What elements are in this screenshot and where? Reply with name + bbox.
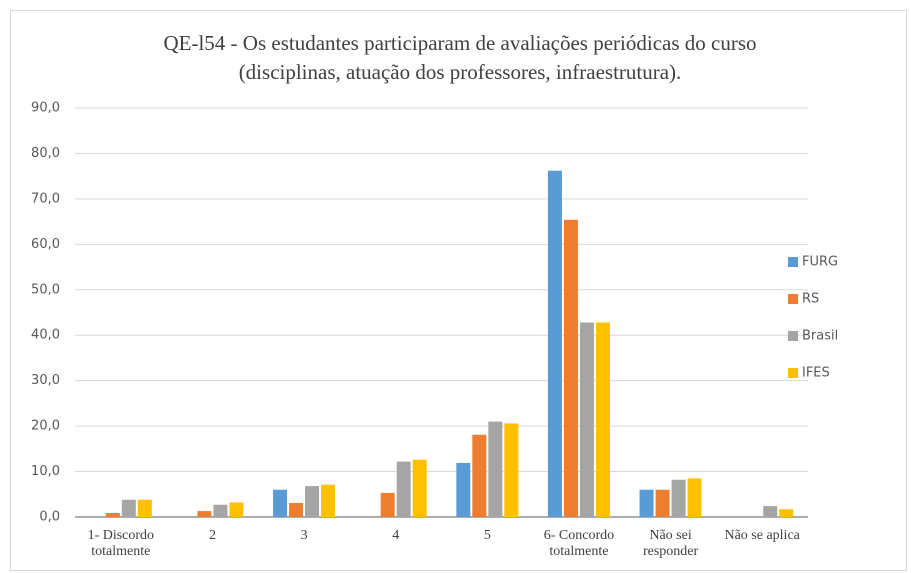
x-tick-label: Não sei responder bbox=[642, 528, 699, 559]
bar bbox=[547, 170, 562, 518]
bar bbox=[380, 492, 395, 517]
bar bbox=[412, 459, 427, 517]
legend-swatch bbox=[788, 368, 798, 378]
legend-label: IFES bbox=[802, 366, 830, 381]
chart-title: QE-l54 - Os estudantes participaram de a… bbox=[163, 31, 756, 55]
bar bbox=[273, 489, 288, 517]
x-tick-label: 1- Discordo totalmente bbox=[87, 528, 155, 559]
legend-label: RS bbox=[802, 292, 819, 307]
legend-label: Brasil bbox=[802, 329, 838, 344]
bar bbox=[687, 478, 702, 517]
bar bbox=[121, 499, 136, 517]
x-tick-label: 6- Concordo totalmente bbox=[543, 528, 615, 559]
bar bbox=[779, 509, 794, 517]
x-tick-label: 4 bbox=[392, 528, 400, 543]
bar bbox=[763, 506, 778, 517]
y-tick-label: 20,0 bbox=[31, 419, 60, 434]
x-tick-label: Não se aplica bbox=[724, 528, 800, 543]
bar bbox=[655, 489, 670, 517]
y-tick-label: 90,0 bbox=[31, 101, 60, 116]
x-tick-label: 5 bbox=[483, 528, 491, 543]
y-tick-label: 40,0 bbox=[31, 328, 60, 343]
legend-swatch bbox=[788, 294, 798, 304]
chart-title: (disciplinas, atuação dos professores, i… bbox=[239, 60, 682, 84]
y-tick-label: 30,0 bbox=[31, 373, 60, 388]
bar bbox=[504, 423, 519, 517]
bar bbox=[472, 434, 487, 517]
bar bbox=[305, 486, 320, 517]
y-tick-label: 10,0 bbox=[31, 464, 60, 479]
x-tick-label: 2 bbox=[208, 528, 216, 543]
legend-swatch bbox=[788, 331, 798, 341]
y-tick-label: 70,0 bbox=[31, 191, 60, 206]
bar bbox=[488, 421, 503, 517]
legend-label: FURG bbox=[802, 255, 838, 270]
bar bbox=[396, 461, 411, 517]
bar bbox=[595, 322, 610, 517]
y-tick-label: 80,0 bbox=[31, 146, 60, 161]
bar bbox=[321, 484, 336, 517]
y-tick-label: 50,0 bbox=[31, 282, 60, 297]
chart-frame bbox=[10, 10, 907, 571]
bar bbox=[456, 462, 471, 517]
bar bbox=[563, 219, 578, 517]
bar bbox=[137, 499, 152, 517]
bar bbox=[671, 479, 686, 517]
bar bbox=[213, 504, 228, 517]
y-tick-label: 60,0 bbox=[31, 237, 60, 252]
bar bbox=[639, 489, 654, 517]
bar bbox=[229, 502, 244, 517]
bar bbox=[105, 512, 120, 517]
x-tick-label: 3 bbox=[300, 528, 308, 543]
y-tick-label: 0,0 bbox=[39, 510, 60, 525]
bar bbox=[197, 511, 212, 517]
bar bbox=[289, 502, 304, 517]
legend-swatch bbox=[788, 257, 798, 267]
bar bbox=[579, 322, 594, 517]
